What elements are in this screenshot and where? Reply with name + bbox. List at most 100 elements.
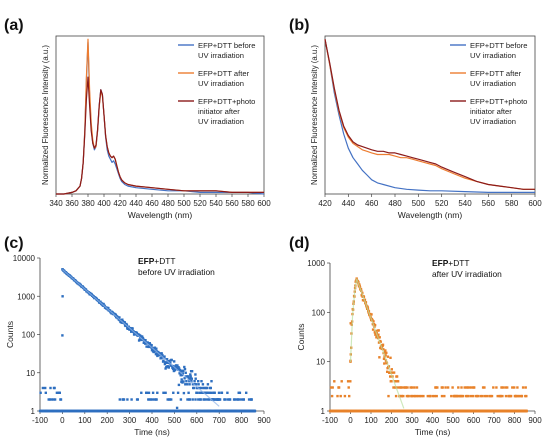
x-tick-label: 460 [145,199,159,208]
data-point [182,380,185,383]
x-tick-label: 440 [342,199,356,208]
data-point [44,386,47,390]
data-point [390,368,393,371]
data-point [130,398,133,401]
data-point [440,394,444,398]
x-tick-label: 340 [49,199,63,208]
data-point [372,320,375,323]
data-point [166,398,169,401]
x-tick-label: 0 [60,416,65,425]
data-point [464,394,468,398]
panel-d: 1 10 100 1000 Counts -100 0 100 200 300 400 500 600 7… [296,258,542,437]
data-point [163,355,166,358]
data-point [156,354,159,358]
data-point [140,338,143,342]
data-point [180,378,183,381]
data-point [190,370,194,373]
data-point [339,394,342,398]
data-point [148,342,151,345]
data-point [370,313,373,316]
x-tick-label: 500 [446,416,460,425]
data-point [176,364,179,367]
x-tick-label: -100 [32,416,49,425]
data-point [183,368,187,371]
data-point [402,394,405,398]
data-point [118,316,121,319]
data-point [521,386,525,389]
data-point [364,301,368,304]
data-point [228,398,232,401]
data-point [389,375,392,378]
data-point [168,398,171,401]
data-point [155,347,158,350]
x-tick-label: 300 [123,416,137,425]
data-point [204,409,207,413]
data-point [191,409,194,413]
data-point [155,353,159,356]
data-point [483,386,486,389]
data-point [400,386,403,389]
data-point [53,386,56,390]
data-point [199,391,203,394]
data-point [197,398,200,401]
legend-text-line: UV irradiation [198,79,244,88]
data-point [202,386,205,390]
data-point [509,394,513,398]
data-point [155,398,158,401]
data-point [162,359,165,362]
legend-text-line: EFP+DTT before [198,41,255,50]
data-point [394,394,398,398]
annotation-rest: +DTT [154,256,175,266]
data-point [186,398,189,401]
data-point [166,361,170,364]
data-point [495,386,498,389]
data-point [61,334,64,337]
x-tick-label: 420 [113,199,127,208]
data-point [209,391,213,394]
data-point [206,386,209,390]
data-point [492,386,495,389]
data-point [245,391,248,394]
x-tick-label: 580 [505,199,519,208]
data-point [453,394,457,398]
data-point [156,391,159,394]
data-point [152,350,155,354]
x-tick-label: 0 [348,416,353,425]
legend-text-line: UV irradiation [470,117,516,126]
data-point [170,398,173,401]
data-point [60,409,64,413]
data-point [483,394,487,398]
data-point [167,366,170,369]
data-point [209,386,212,390]
data-point [379,340,382,343]
data-point [175,406,179,410]
panel-label-b: (b) [289,17,309,34]
data-point [182,369,185,372]
data-point [149,398,153,401]
data-point [402,386,405,389]
data-point [189,375,192,378]
data-point [194,383,198,386]
data-point [233,398,236,401]
y-tick-label: 1 [321,407,326,416]
x-tick-label: 700 [213,416,227,425]
y-tick-label: 10 [316,358,325,367]
annotation-line-2: before UV irradiation [138,267,215,277]
x-tick-label: 100 [364,416,378,425]
data-point [333,380,336,383]
data-point [240,398,243,401]
data-point [195,391,198,394]
x-tick-label: 600 [190,416,204,425]
data-point [412,394,415,398]
x-tick-label: 500 [168,416,182,425]
data-point [469,394,473,398]
x-tick-label: 540 [458,199,472,208]
data-point [122,398,126,401]
data-point [183,365,186,369]
x-tick-label: 420 [318,199,332,208]
data-point [378,336,381,339]
data-point [395,375,399,378]
data-point [199,398,202,401]
